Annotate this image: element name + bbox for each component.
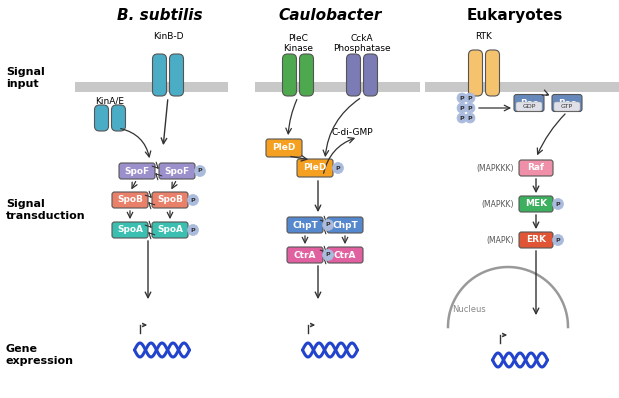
Circle shape <box>457 103 467 113</box>
FancyBboxPatch shape <box>327 217 363 233</box>
FancyBboxPatch shape <box>363 54 378 96</box>
FancyBboxPatch shape <box>152 192 188 208</box>
Circle shape <box>194 166 206 176</box>
Text: KinA/E: KinA/E <box>95 97 124 106</box>
Text: ERK: ERK <box>526 236 546 244</box>
FancyBboxPatch shape <box>287 217 323 233</box>
Text: PleD: PleD <box>303 164 327 172</box>
FancyBboxPatch shape <box>516 102 542 111</box>
FancyBboxPatch shape <box>112 192 148 208</box>
Text: Ras: Ras <box>558 98 576 107</box>
FancyBboxPatch shape <box>170 54 183 96</box>
Text: KinB-D: KinB-D <box>153 32 183 41</box>
Circle shape <box>465 103 475 113</box>
FancyBboxPatch shape <box>111 105 126 131</box>
Circle shape <box>553 234 563 246</box>
FancyBboxPatch shape <box>469 50 482 96</box>
Text: Caulobacter: Caulobacter <box>279 8 382 23</box>
Circle shape <box>188 224 199 236</box>
Circle shape <box>465 93 475 103</box>
FancyBboxPatch shape <box>514 94 544 111</box>
Bar <box>255 82 420 92</box>
FancyBboxPatch shape <box>519 196 553 212</box>
Text: Nucleus: Nucleus <box>452 306 486 314</box>
Text: P: P <box>197 168 202 174</box>
Text: P: P <box>326 252 331 258</box>
Circle shape <box>188 195 199 205</box>
FancyBboxPatch shape <box>95 105 108 131</box>
Text: P: P <box>460 115 464 121</box>
Text: Gene
expression: Gene expression <box>6 344 74 366</box>
Bar <box>75 82 228 92</box>
FancyBboxPatch shape <box>519 160 553 176</box>
Text: P: P <box>460 105 464 111</box>
FancyBboxPatch shape <box>552 94 582 111</box>
Text: SpoB: SpoB <box>117 195 143 205</box>
Text: SpoF: SpoF <box>124 166 150 176</box>
Text: RTK: RTK <box>475 32 493 41</box>
Text: Eukaryotes: Eukaryotes <box>467 8 563 23</box>
FancyBboxPatch shape <box>266 139 302 157</box>
Text: Ras: Ras <box>520 98 538 107</box>
Text: Signal
input: Signal input <box>6 67 45 89</box>
Text: P: P <box>191 228 196 232</box>
Text: MEK: MEK <box>525 199 547 209</box>
Text: P: P <box>460 96 464 101</box>
Text: P: P <box>556 201 560 207</box>
Text: PleC
Kinase: PleC Kinase <box>283 34 313 53</box>
Text: Signal
transduction: Signal transduction <box>6 199 85 221</box>
Text: P: P <box>326 222 331 228</box>
Text: P: P <box>468 96 472 101</box>
Circle shape <box>553 199 563 209</box>
FancyBboxPatch shape <box>282 54 297 96</box>
FancyBboxPatch shape <box>159 163 195 179</box>
FancyBboxPatch shape <box>112 222 148 238</box>
Circle shape <box>457 93 467 103</box>
Text: PleD: PleD <box>272 144 296 152</box>
Bar <box>425 82 619 92</box>
Text: P: P <box>335 166 340 170</box>
Text: P: P <box>468 105 472 111</box>
FancyBboxPatch shape <box>485 50 500 96</box>
Circle shape <box>465 113 475 123</box>
FancyBboxPatch shape <box>297 159 333 177</box>
Text: CtrA: CtrA <box>334 250 357 259</box>
Circle shape <box>332 162 344 174</box>
FancyBboxPatch shape <box>287 247 323 263</box>
Circle shape <box>457 113 467 123</box>
Text: ChpT: ChpT <box>292 220 318 230</box>
Text: SpoA: SpoA <box>157 226 183 234</box>
Text: P: P <box>468 115 472 121</box>
FancyBboxPatch shape <box>519 232 553 248</box>
Text: Raf: Raf <box>527 164 545 172</box>
Text: P: P <box>191 197 196 203</box>
Text: CtrA: CtrA <box>294 250 316 259</box>
Text: GDP: GDP <box>522 104 535 109</box>
Text: ChpT: ChpT <box>332 220 358 230</box>
Text: C-di-GMP: C-di-GMP <box>331 128 373 137</box>
FancyBboxPatch shape <box>300 54 313 96</box>
FancyBboxPatch shape <box>152 54 167 96</box>
FancyBboxPatch shape <box>554 102 580 111</box>
FancyBboxPatch shape <box>119 163 155 179</box>
FancyBboxPatch shape <box>347 54 360 96</box>
FancyBboxPatch shape <box>327 247 363 263</box>
Text: B. subtilis: B. subtilis <box>117 8 203 23</box>
Text: SpoB: SpoB <box>157 195 183 205</box>
FancyBboxPatch shape <box>152 222 188 238</box>
Text: GTP: GTP <box>561 104 573 109</box>
Text: (MAPKKK): (MAPKKK) <box>477 164 514 172</box>
Text: (MAPK): (MAPK) <box>487 236 514 244</box>
Text: (MAPKK): (MAPKK) <box>482 199 514 209</box>
Text: SpoF: SpoF <box>165 166 189 176</box>
Circle shape <box>322 250 334 261</box>
Circle shape <box>322 220 334 230</box>
Text: SpoA: SpoA <box>117 226 143 234</box>
Text: CckA
Phosphatase: CckA Phosphatase <box>333 34 391 53</box>
Text: P: P <box>556 238 560 242</box>
